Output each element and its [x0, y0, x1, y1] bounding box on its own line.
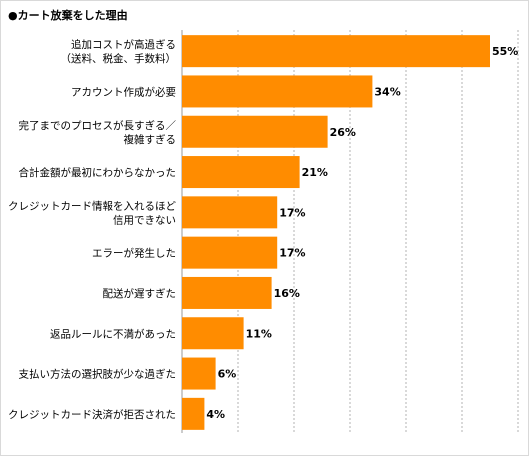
bar — [182, 276, 272, 309]
category-label: 追加コストが高過ぎる — [71, 38, 176, 51]
data-label: 11% — [246, 327, 272, 340]
category-label: 複雑すぎる — [124, 133, 177, 146]
category-label: 合計金額が最初にわからなかった — [19, 166, 177, 179]
data-label: 17% — [279, 247, 305, 260]
bar — [182, 317, 244, 350]
bar — [182, 357, 216, 390]
category-label: 返品ルールに不満があった — [50, 327, 176, 340]
data-label: 16% — [274, 287, 300, 300]
bar — [182, 156, 300, 189]
data-label: 26% — [330, 126, 356, 139]
category-label: 支払い方法の選択肢が少な過ぎた — [19, 368, 177, 381]
bar — [182, 115, 328, 148]
data-label: 55% — [492, 45, 518, 58]
bar — [182, 35, 490, 68]
data-label: 6% — [218, 368, 237, 381]
bar — [182, 196, 278, 229]
bar — [182, 397, 205, 430]
category-label: 配送が遅すぎた — [103, 287, 177, 300]
data-label: 17% — [279, 206, 305, 219]
bar — [182, 236, 278, 269]
category-label: 信用できない — [113, 214, 176, 226]
data-label: 34% — [374, 85, 400, 98]
category-label: エラーが発生した — [92, 247, 176, 260]
chart-title: ●カート放棄をした理由 — [8, 9, 128, 22]
category-label: アカウント作成が必要 — [71, 85, 176, 98]
category-label: クレジットカード情報を入れるほど — [8, 199, 176, 212]
bar — [182, 75, 373, 108]
data-label: 4% — [206, 408, 225, 421]
category-label: （送料、税金、手数料） — [61, 52, 177, 65]
category-label: 完了までのプロセスが長すぎる／ — [19, 119, 177, 132]
category-label: クレジットカード決済が拒否された — [8, 408, 176, 421]
data-label: 21% — [302, 166, 328, 179]
